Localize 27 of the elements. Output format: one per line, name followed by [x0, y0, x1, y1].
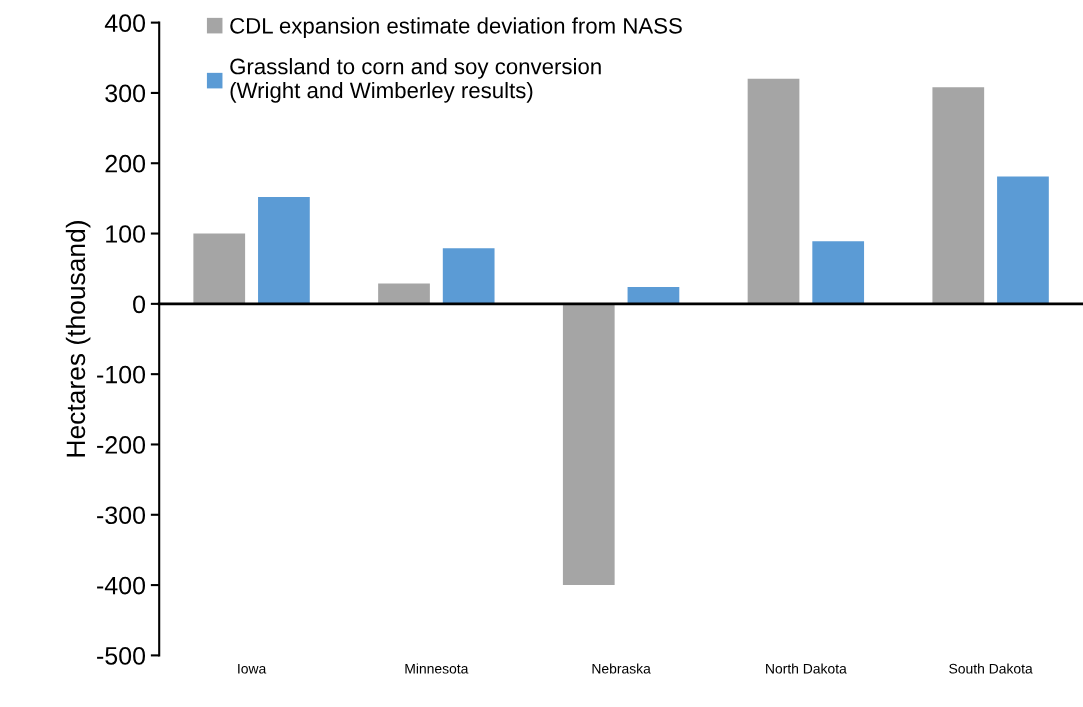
bar	[258, 196, 310, 304]
x-tick-label: Minnesota	[405, 663, 469, 674]
y-tick-label: 400	[104, 14, 146, 32]
x-tick-label: Nebraska	[592, 663, 651, 674]
y-tick-label: 100	[106, 225, 146, 243]
x-tick-label: South Dakota	[949, 663, 1033, 674]
y-tick-label: 300	[105, 84, 146, 103]
bar	[193, 233, 246, 304]
bar	[442, 248, 495, 304]
bar	[932, 87, 985, 304]
x-tick-label: North Dakota	[766, 663, 847, 674]
y-axis-title: Hectares (thousand)	[65, 221, 91, 457]
legend-label: CDL expansion estimate deviation from NASS	[230, 17, 682, 39]
y-tick-label: -100	[97, 365, 146, 384]
y-tick-label: -500	[97, 646, 146, 665]
y-tick-label: -400	[97, 576, 146, 595]
bar	[378, 283, 430, 304]
y-tick-label: 0	[133, 295, 146, 314]
bar	[562, 303, 615, 586]
x-tick-label: Iowa	[238, 663, 267, 674]
legend-label: Grassland to corn and soy conversion (Wright and Wimberley results)	[230, 58, 601, 103]
y-tick-label: -200	[97, 436, 146, 454]
bar	[747, 78, 800, 304]
y-tick-label: -300	[97, 506, 146, 525]
y-tick-label: 200	[105, 154, 146, 173]
bar	[997, 176, 1049, 304]
bar	[812, 241, 865, 304]
